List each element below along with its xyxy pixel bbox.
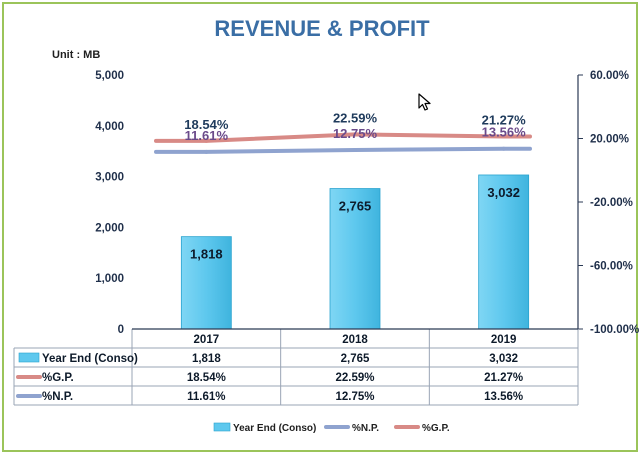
data-point-n-p: [501, 146, 506, 151]
y2-tick-label: 60.00%: [590, 70, 629, 82]
table-cell: 2,765: [341, 353, 370, 365]
line-data-label: 21.27%: [482, 112, 527, 127]
table-row-label: %N.P.: [42, 391, 73, 403]
x-tick-label: 2017: [194, 334, 220, 346]
table-cell: 18.54%: [187, 372, 226, 384]
table-legend-key: [18, 352, 40, 363]
table-cell: 12.75%: [335, 391, 374, 403]
y2-tick-label: -100.00%: [590, 324, 639, 336]
data-point-n-p: [353, 148, 357, 153]
chart-frame: REVENUE & PROFIT Unit : MB 5,000 4,000 3,000…: [2, 2, 639, 452]
y-tick-label: 4,000: [95, 121, 124, 133]
y2-tick-label: -20.00%: [590, 197, 633, 209]
bar-data-label: 2,765: [339, 199, 372, 214]
table-cell: 13.56%: [484, 391, 523, 403]
table-cell: 1,818: [192, 353, 221, 365]
bar-year-end-conso: [478, 174, 530, 330]
data-point-n-p: [204, 149, 209, 154]
legend-key: [213, 422, 231, 432]
data-point-g-p: [501, 134, 506, 139]
data-point-g-p: [204, 138, 209, 143]
y2-tick-label: 20.00%: [590, 134, 629, 146]
table-cell: 22.59%: [335, 372, 374, 384]
table-cell: 21.27%: [484, 372, 523, 384]
legend-label: Year End (Conso): [233, 423, 316, 434]
legend-label: %N.P.: [352, 423, 379, 434]
y-tick-label: 5,000: [95, 70, 124, 82]
chart-title: REVENUE & PROFIT: [214, 16, 430, 41]
y-tick-label: 1,000: [95, 273, 124, 285]
data-point-g-p: [353, 132, 357, 137]
bar-data-label: 3,032: [487, 185, 520, 200]
table-cell: 3,032: [489, 353, 518, 365]
mouse-cursor-icon: [418, 93, 431, 111]
line-data-label: 22.59%: [333, 110, 378, 125]
y-tick-label: 3,000: [95, 172, 124, 184]
y-tick-label: 2,000: [95, 222, 124, 234]
legend-label: %G.P.: [422, 423, 450, 434]
line-data-label: 18.54%: [184, 117, 229, 132]
revenue-profit-chart: REVENUE & PROFIT Unit : MB 5,000 4,000 3,000…: [13, 16, 639, 434]
line-data-label: 11.61%: [185, 128, 229, 143]
x-tick-label: 2018: [342, 334, 368, 346]
bar-year-end-conso: [329, 188, 381, 330]
y2-tick-label: -60.00%: [590, 261, 633, 273]
table-row-label: Year End (Conso): [42, 353, 138, 365]
x-tick-label: 2019: [491, 334, 517, 346]
y-tick-label: 0: [118, 324, 124, 336]
table-row-label: %G.P.: [42, 372, 74, 384]
line-data-label: 12.75%: [333, 126, 378, 141]
table-cell: 11.61%: [187, 391, 225, 403]
bar-data-label: 1,818: [190, 247, 223, 262]
unit-label: Unit : MB: [52, 49, 100, 61]
line-data-label: 13.56%: [482, 125, 527, 140]
series-line-n-p: [154, 146, 532, 154]
